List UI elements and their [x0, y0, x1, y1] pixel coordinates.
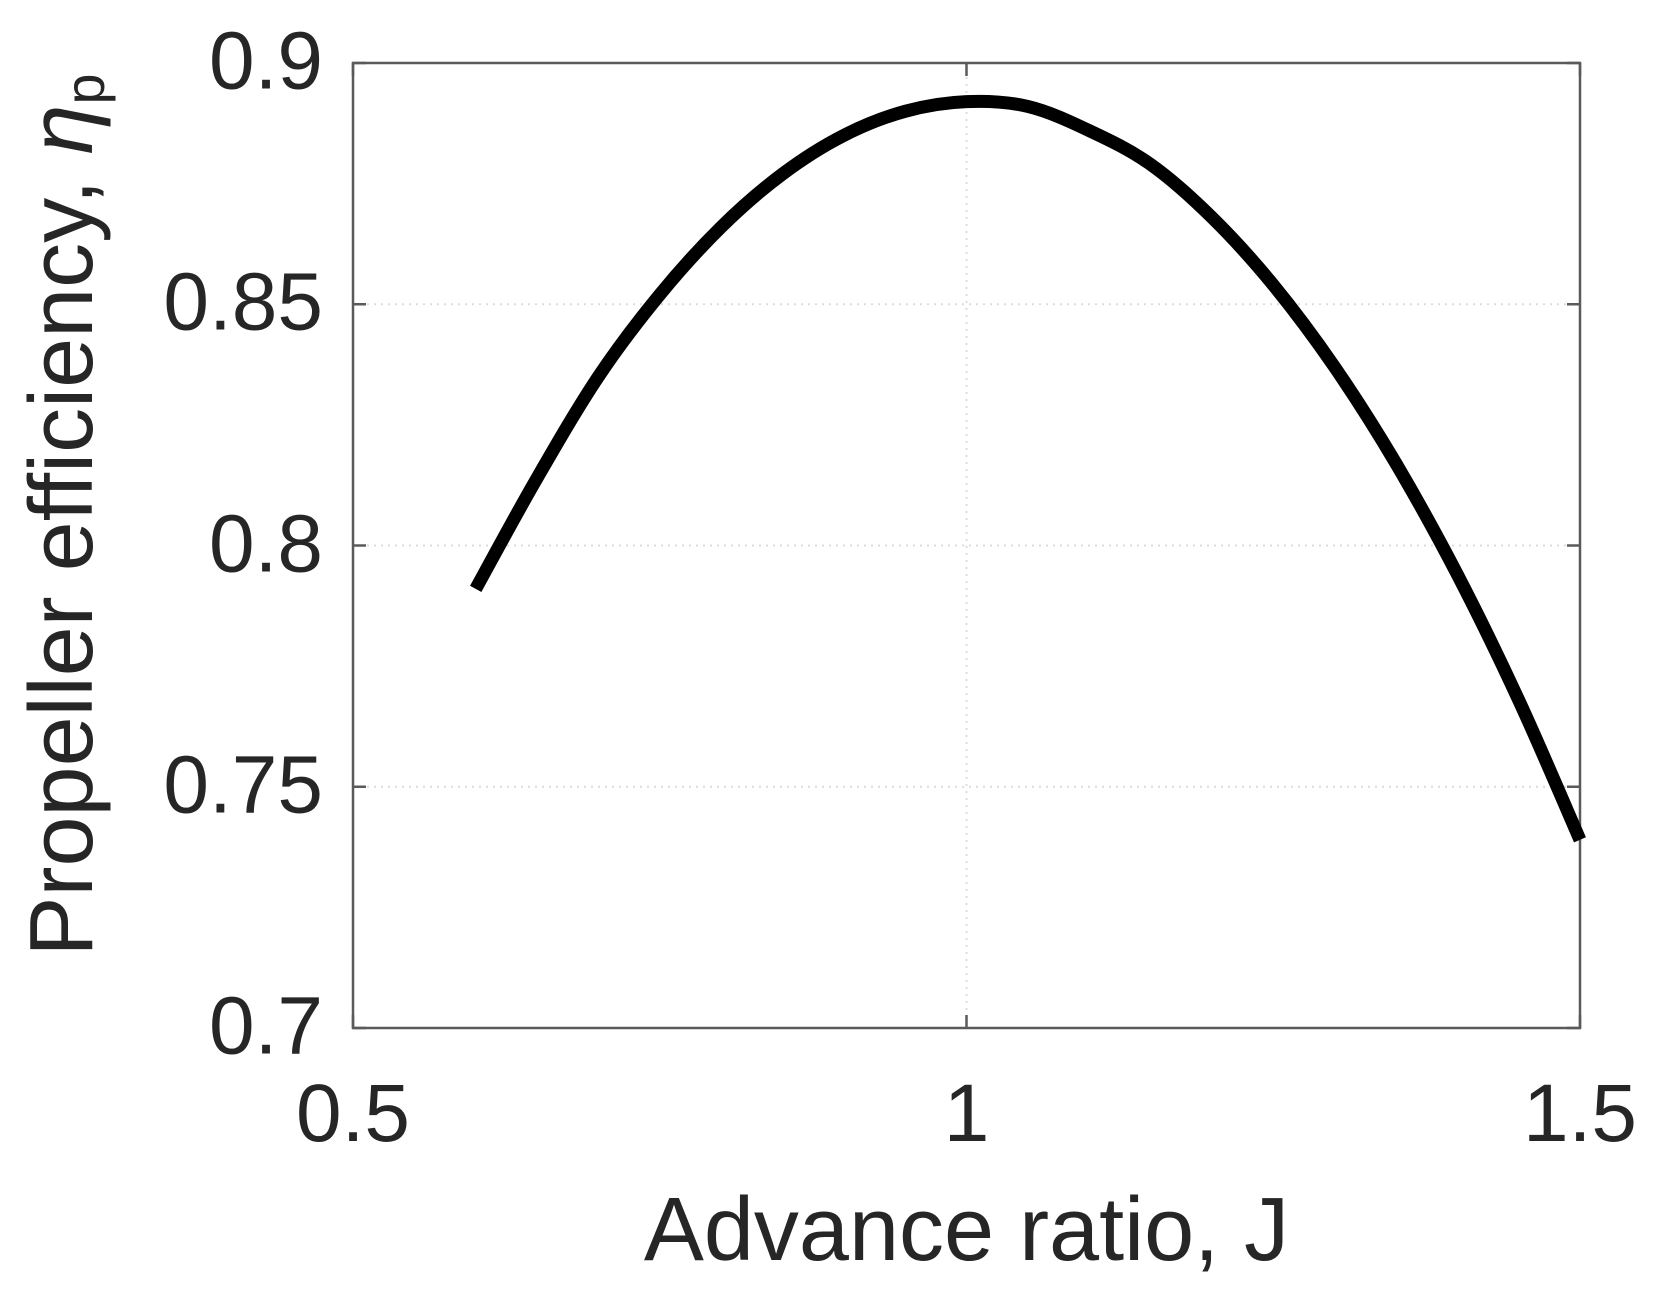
y-tick-label: 0.8 — [209, 497, 323, 589]
y-tick-label: 0.85 — [163, 256, 323, 348]
y-tick-label: 0.9 — [209, 15, 323, 107]
eta-symbol: η — [12, 104, 112, 155]
x-tick-label: 1 — [943, 1068, 990, 1159]
x-tick-label: 1.5 — [1523, 1068, 1637, 1159]
x-axis-label: Advance ratio, J — [643, 1180, 1290, 1280]
y-tick-label: 0.75 — [163, 739, 323, 831]
y-tick-label: 0.7 — [209, 980, 323, 1072]
efficiency-curve — [470, 94, 1586, 843]
x-tick-label: 0.5 — [296, 1068, 410, 1159]
